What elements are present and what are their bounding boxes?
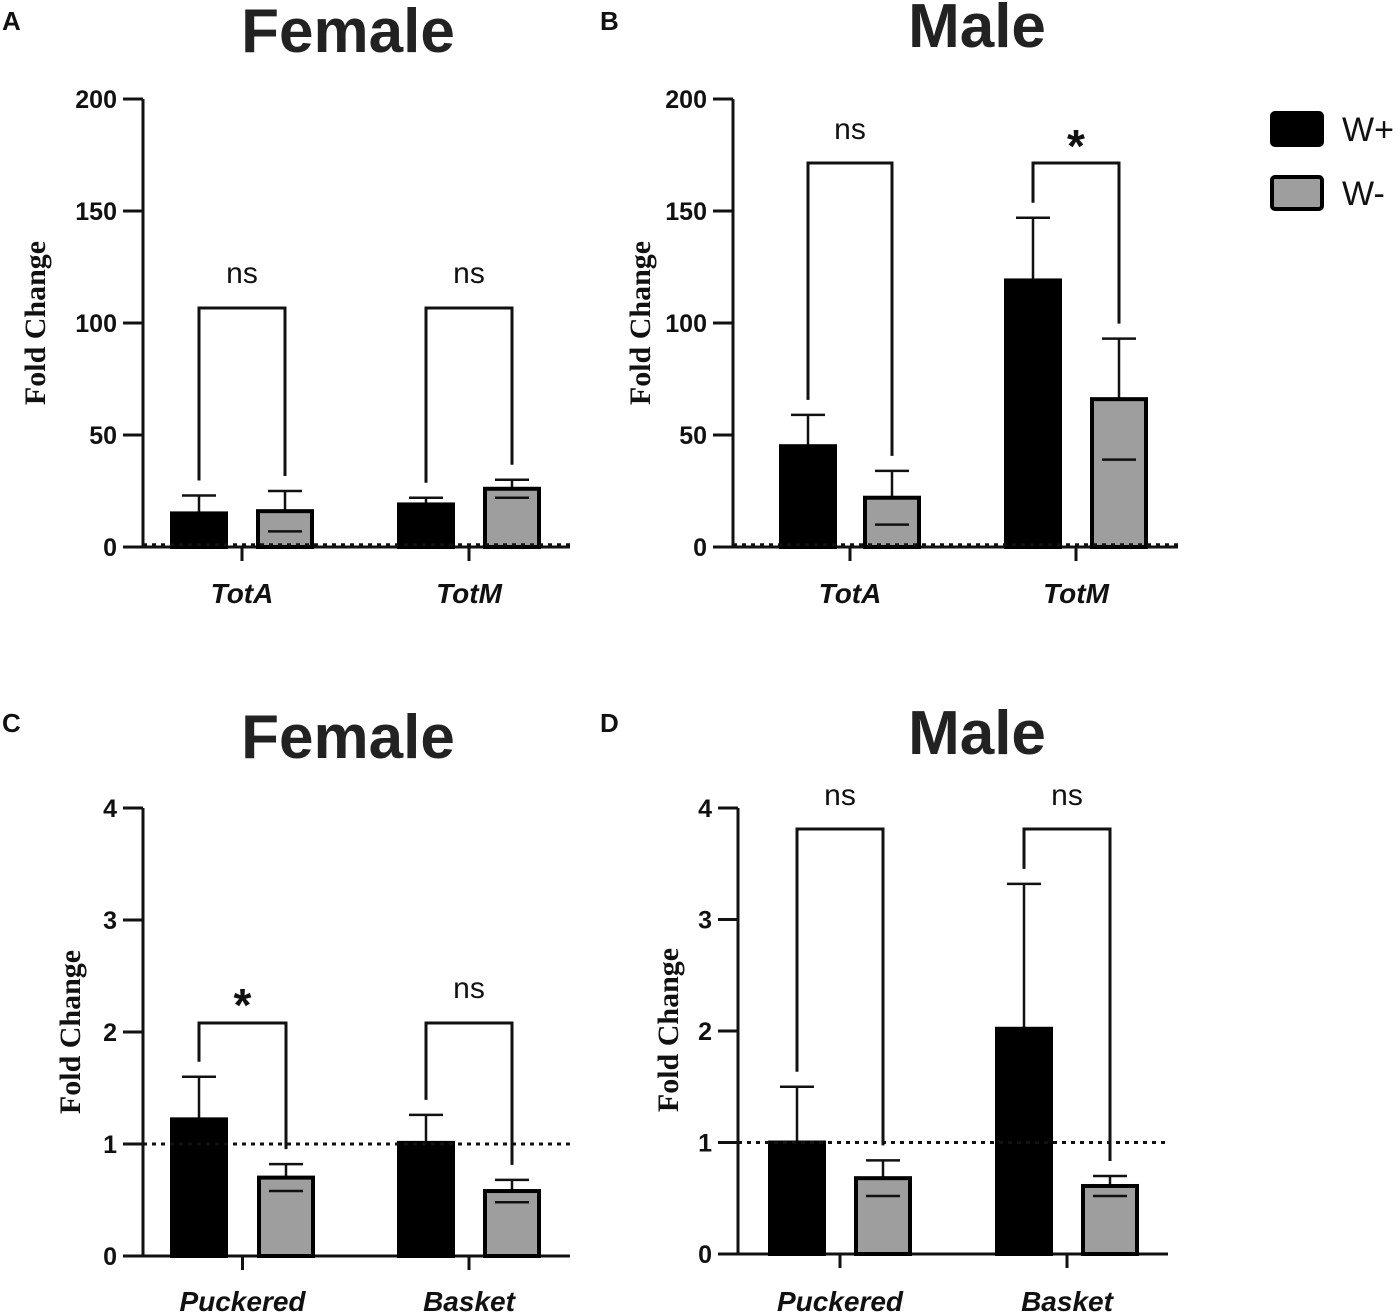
x-category-label: Puckered <box>777 1286 904 1312</box>
legend-swatch <box>1270 175 1324 211</box>
x-category-label: Puckered <box>179 1286 306 1312</box>
panel-b: B Male Fold Change 0 50 100 150 200 TotA ns TotM * <box>600 0 1178 609</box>
bar-w-plus <box>397 502 455 550</box>
panel-title: Male <box>908 0 1046 61</box>
bar-w-plus <box>779 444 837 550</box>
significance-bracket <box>806 161 894 456</box>
significance-bracket <box>197 306 287 481</box>
significance-star: * <box>234 979 252 1031</box>
panel-letter: A <box>2 6 21 36</box>
bar-w-minus <box>256 509 314 550</box>
x-category-label: TotA <box>819 578 882 609</box>
y-tick-label: 3 <box>103 907 117 935</box>
y-tick-label: 150 <box>75 198 117 226</box>
y-tick-label: 2 <box>103 1019 117 1047</box>
significance-label: ns <box>834 113 866 146</box>
y-axis-label: Fold Change <box>19 241 52 405</box>
x-category-label: Basket <box>1021 1286 1115 1312</box>
panel-title: Male <box>908 699 1046 768</box>
y-tick-label: 4 <box>698 795 712 823</box>
significance-bracket <box>424 1021 514 1165</box>
significance-star: * <box>1067 120 1085 172</box>
y-tick-label: 100 <box>75 310 117 338</box>
significance-label: ns <box>226 257 258 290</box>
x-category-label: TotM <box>1043 578 1109 609</box>
bar-w-plus <box>397 1140 455 1259</box>
significance-bracket <box>795 827 885 1146</box>
bar-w-minus <box>1090 397 1148 549</box>
y-axis-label: Fold Change <box>624 241 657 405</box>
bar-w-minus <box>854 1176 912 1257</box>
y-axis-label: Fold Change <box>54 950 87 1114</box>
panel-title: Female <box>241 703 455 772</box>
significance-label: ns <box>1051 779 1083 812</box>
y-tick-label: 200 <box>75 86 117 114</box>
significance-bracket <box>1031 161 1121 324</box>
y-tick-label: 0 <box>698 1241 712 1269</box>
y-tick-label: 150 <box>665 198 707 226</box>
significance-bracket <box>424 306 514 483</box>
bar-w-plus <box>768 1140 826 1256</box>
y-tick-label: 200 <box>665 86 707 114</box>
panel-d: D Male Fold Change 0 1 2 3 4 Puckered ns Basket ns <box>600 699 1168 1312</box>
y-tick-label: 0 <box>103 1243 117 1271</box>
y-tick-label: 3 <box>698 907 712 935</box>
bar-w-plus <box>170 1117 228 1258</box>
panel-letter: C <box>2 708 21 738</box>
panel-letter: B <box>600 6 619 36</box>
significance-label: ns <box>453 972 485 1005</box>
panel-c: C Female Fold Change 0 1 2 3 4 Puckered * Basket ns <box>2 703 570 1312</box>
legend-label: W+ <box>1342 111 1394 149</box>
x-category-label: Basket <box>423 1286 517 1312</box>
bar-w-plus <box>170 511 228 550</box>
bar-w-plus <box>1004 278 1062 549</box>
y-axis-label: Fold Change <box>652 948 685 1112</box>
panel-letter: D <box>600 708 619 738</box>
legend-label: W- <box>1342 175 1385 213</box>
y-tick-label: 4 <box>103 795 117 823</box>
y-tick-label: 0 <box>103 534 117 562</box>
panel-title: Female <box>241 0 455 66</box>
bar-w-minus <box>257 1175 315 1258</box>
y-tick-label: 1 <box>103 1131 117 1159</box>
y-tick-label: 1 <box>698 1130 712 1158</box>
bar-w-plus <box>995 1026 1053 1257</box>
legend-swatch <box>1270 111 1324 147</box>
panel-a: A Female Fold Change 0 50 100 150 200 TotA ns TotM… <box>2 0 570 609</box>
y-tick-label: 2 <box>698 1018 712 1046</box>
bar-w-minus <box>1081 1183 1139 1256</box>
significance-label: ns <box>824 779 856 812</box>
significance-bracket <box>1022 827 1112 1161</box>
y-tick-label: 50 <box>89 422 117 450</box>
x-category-label: TotM <box>436 578 502 609</box>
significance-label: ns <box>453 257 485 290</box>
y-tick-label: 100 <box>665 310 707 338</box>
bar-w-minus <box>483 1189 541 1259</box>
y-tick-label: 0 <box>693 534 707 562</box>
significance-bracket <box>197 1021 288 1150</box>
x-category-label: TotA <box>211 578 274 609</box>
legend: W+ W- <box>1270 111 1394 213</box>
y-tick-label: 50 <box>679 422 707 450</box>
bar-w-minus <box>863 495 921 549</box>
